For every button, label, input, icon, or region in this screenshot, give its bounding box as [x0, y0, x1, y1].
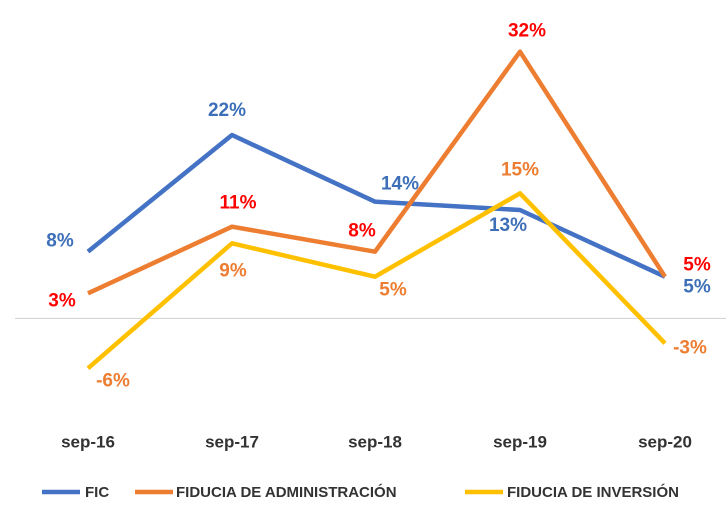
legend-label: FIC	[85, 484, 109, 501]
data-label: 5%	[379, 280, 407, 301]
data-label: 5%	[683, 277, 711, 298]
legend-label: FIDUCIA DE ADMINISTRACIÓN	[176, 483, 397, 501]
data-label: 22%	[208, 100, 246, 121]
x-tick-label: sep-16	[61, 432, 115, 451]
legend-label: FIDUCIA DE INVERSIÓN	[507, 483, 679, 501]
data-label: -3%	[673, 337, 707, 358]
data-label: 13%	[489, 215, 527, 236]
x-tick-label: sep-18	[348, 432, 402, 451]
data-label: -6%	[96, 370, 130, 391]
data-label: 32%	[508, 21, 546, 42]
x-tick-label: sep-19	[493, 432, 547, 451]
series-line	[87, 49, 667, 296]
data-label: 3%	[48, 290, 76, 311]
data-label: 9%	[219, 260, 247, 281]
series-line	[86, 191, 667, 371]
data-label: 15%	[501, 159, 539, 180]
data-label: 5%	[683, 255, 711, 276]
data-label: 8%	[46, 231, 74, 252]
data-label: 8%	[348, 221, 376, 242]
series-line	[86, 132, 666, 279]
data-label: 14%	[381, 174, 419, 195]
x-tick-label: sep-20	[638, 432, 692, 451]
x-tick-label: sep-17	[205, 432, 259, 451]
data-label: 11%	[220, 193, 257, 214]
